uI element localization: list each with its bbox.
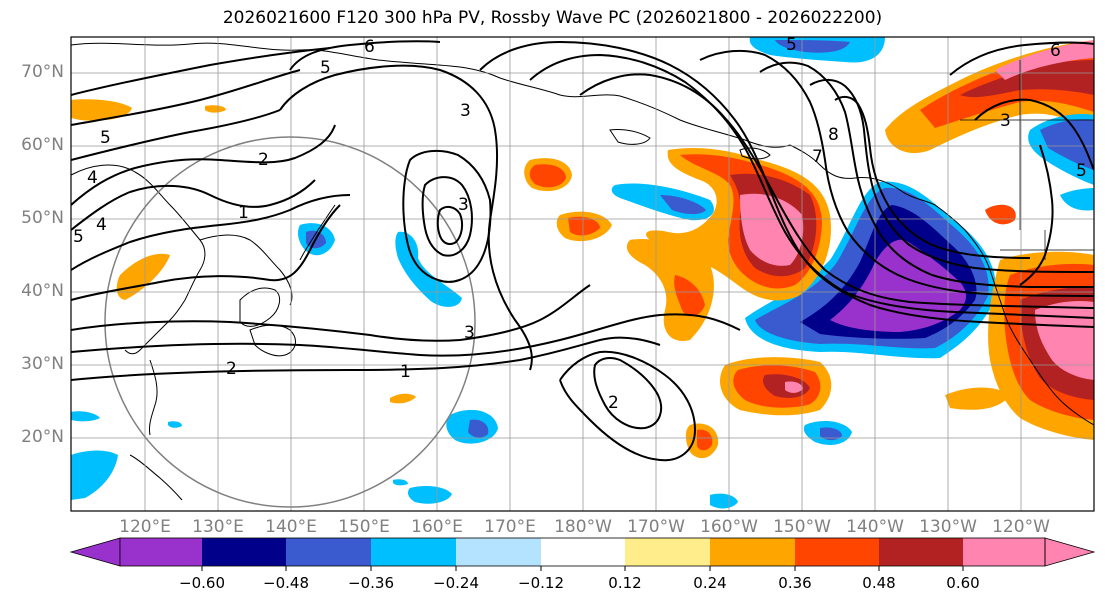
contour-label: 1 — [238, 203, 249, 223]
pv-contours — [71, 40, 1094, 462]
colorbar-tick-label: 0.36 — [778, 574, 812, 592]
lon-label: 140°W — [846, 517, 904, 537]
lon-label: 140°E — [265, 517, 317, 537]
contour-label: 2 — [258, 150, 269, 170]
contour-label: 1 — [400, 362, 411, 382]
colorbar-arrow-right — [1044, 537, 1096, 567]
graticule — [71, 37, 1094, 511]
lon-label: 120°W — [992, 517, 1050, 537]
contour-label: 3 — [460, 101, 471, 121]
lat-label: 50°N — [21, 208, 64, 228]
lat-label: 40°N — [21, 281, 64, 301]
colorbar-tick-label: −0.48 — [263, 574, 309, 592]
lon-label: 180°W — [554, 517, 612, 537]
contour-label: 7 — [812, 147, 823, 167]
contour-label: 5 — [786, 35, 797, 55]
colorbar — [69, 537, 1096, 571]
lon-label: 170°W — [627, 517, 685, 537]
contour-label: 6 — [1050, 41, 1061, 61]
lat-label: 30°N — [21, 354, 64, 374]
contour-label: 5 — [320, 58, 331, 78]
contour-labels: 6 5 5 4 5 4 3 2 1 3 3 2 1 2 5 8 7 6 3 5 — [73, 35, 1087, 413]
colorbar-arrow-left — [69, 537, 121, 567]
contour-label: 3 — [1000, 111, 1011, 131]
lon-label: 160°W — [700, 517, 758, 537]
lat-label: 70°N — [21, 62, 64, 82]
contour-label: 4 — [87, 168, 98, 188]
contour-label: 2 — [226, 359, 237, 379]
lat-label: 20°N — [21, 427, 64, 447]
contour-label: 4 — [96, 215, 107, 235]
map-frame — [70, 36, 1095, 512]
colorbar-tick-label: 0.24 — [693, 574, 727, 592]
contour-label: 8 — [828, 125, 839, 145]
colorbar-tick-label: −0.36 — [348, 574, 394, 592]
colorbar-tick-label: −0.12 — [518, 574, 564, 592]
colorbar-tick-label: 0.60 — [946, 574, 980, 592]
map-title: 2026021600 F120 300 hPa PV, Rossby Wave … — [222, 8, 883, 28]
lon-label: 170°E — [484, 517, 536, 537]
colorbar-tick-label: −0.24 — [433, 574, 479, 592]
contour-label: 5 — [73, 227, 84, 247]
contour-label: 3 — [464, 323, 475, 343]
pv-anomaly-shading — [71, 37, 1094, 509]
lat-label: 60°N — [21, 135, 64, 155]
colorbar-tick-label: 0.48 — [862, 574, 896, 592]
contour-label: 5 — [100, 128, 111, 148]
lon-label: 120°E — [119, 517, 171, 537]
colorbar-tick-label: −0.60 — [179, 574, 225, 592]
lon-label: 130°W — [919, 517, 977, 537]
contour-label: 6 — [364, 37, 375, 57]
contour-label: 2 — [608, 393, 619, 413]
lon-label: 150°W — [773, 517, 831, 537]
colorbar-tick-label: 0.12 — [608, 574, 642, 592]
reference-circle — [104, 136, 476, 508]
lon-label: 160°E — [411, 517, 463, 537]
lon-label: 150°E — [338, 517, 390, 537]
lon-label: 130°E — [192, 517, 244, 537]
contour-label: 5 — [1076, 161, 1087, 181]
contour-label: 3 — [458, 195, 469, 215]
